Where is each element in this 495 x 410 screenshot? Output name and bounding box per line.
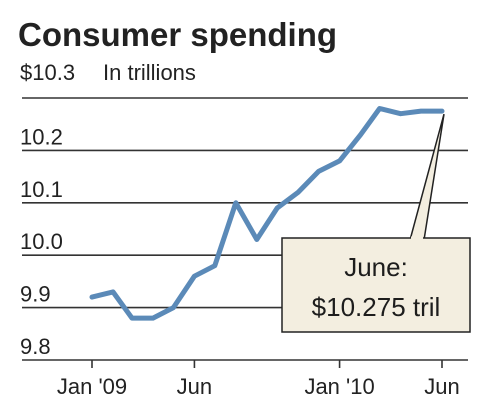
annotation-pointer bbox=[409, 113, 445, 241]
annotation-line2: $10.275 tril bbox=[312, 292, 441, 322]
x-tick-label: Jun bbox=[177, 374, 212, 399]
chart-title: Consumer spending bbox=[18, 16, 337, 53]
annotation-line1: June: bbox=[344, 252, 408, 282]
x-tick-label: Jan '10 bbox=[304, 374, 374, 399]
annotation-box bbox=[281, 237, 471, 333]
y-tick-label: 10.1 bbox=[20, 177, 63, 202]
x-tick-label: Jun bbox=[424, 374, 459, 399]
y-tick-label: 10.2 bbox=[20, 124, 63, 149]
units-note: In trillions bbox=[103, 60, 196, 85]
series-line bbox=[89, 106, 445, 321]
y-tick-label: 9.8 bbox=[20, 334, 51, 359]
y-tick-label: $10.3 bbox=[20, 60, 75, 85]
y-tick-label: 9.9 bbox=[20, 282, 51, 307]
x-tick-label: Jan '09 bbox=[57, 374, 127, 399]
y-tick-label: 10.0 bbox=[20, 229, 63, 254]
